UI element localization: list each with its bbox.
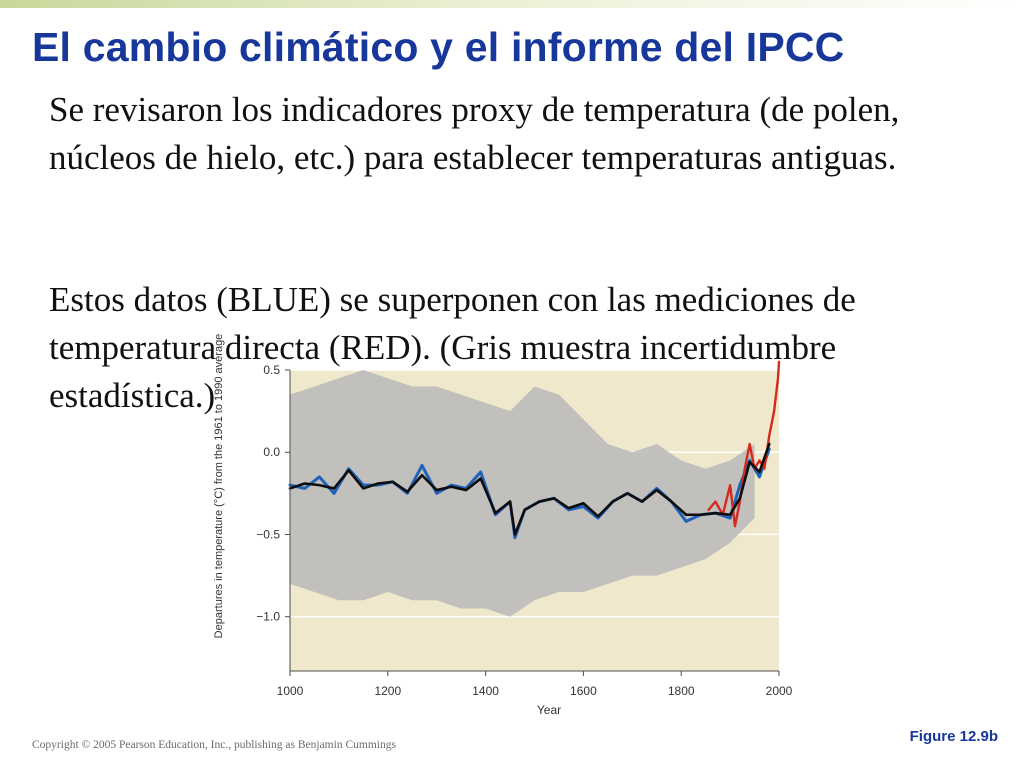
x-tick-label: 1400 bbox=[472, 684, 499, 698]
series-group bbox=[288, 360, 781, 540]
ticks-group: 0.5 0.0 −0.5 −1.0 1000 1200 1400 1600 1800 2000 bbox=[256, 363, 792, 698]
figure-label: Figure 12.9b bbox=[909, 728, 998, 745]
x-axis-label: Year bbox=[537, 703, 561, 717]
slide-title: El cambio climático y el informe del IPC… bbox=[32, 24, 845, 70]
x-tick-label: 1800 bbox=[668, 684, 695, 698]
y-tick-label: 0.5 bbox=[263, 363, 280, 377]
y-axis-label: Departures in temperature (°C) from the … bbox=[213, 334, 225, 639]
x-tick-label: 1000 bbox=[277, 684, 304, 698]
x-tick-label: 1200 bbox=[374, 684, 401, 698]
instrumental-series-line bbox=[707, 360, 781, 528]
y-tick-label: −0.5 bbox=[256, 527, 280, 541]
y-tick-label: 0.0 bbox=[263, 445, 280, 459]
x-tick-label: 1600 bbox=[570, 684, 597, 698]
x-tick-label: 2000 bbox=[766, 684, 793, 698]
copyright-footer: Copyright © 2005 Pearson Education, Inc.… bbox=[32, 739, 396, 751]
body-paragraph-2: Estos datos (BLUE) se superponen con las… bbox=[49, 280, 856, 415]
smoothed-series-line bbox=[288, 442, 771, 536]
uncertainty-band-group bbox=[290, 370, 755, 617]
uncertainty-band bbox=[290, 370, 755, 617]
y-tick-label: −1.0 bbox=[256, 610, 280, 624]
body-paragraph-1: Se revisaron los indicadores proxy de te… bbox=[49, 90, 900, 177]
top-accent-bar bbox=[0, 0, 1024, 8]
